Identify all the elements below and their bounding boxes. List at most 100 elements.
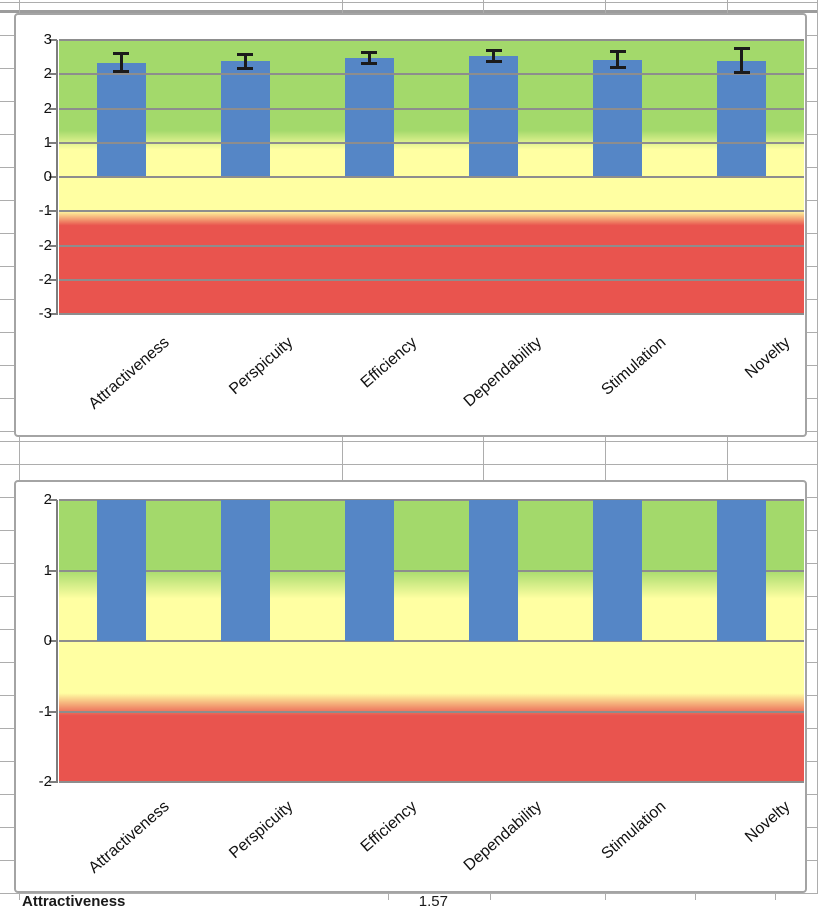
gridline [59,39,804,41]
error-bar-attractiveness [120,54,123,72]
sheet-gridline-column [342,0,343,893]
sheet-gridline-column [727,0,728,893]
category-label-perspicuity: Perspicuity [225,334,297,399]
bar-attractiveness[interactable] [97,63,146,177]
error-bar-cap [734,71,750,74]
sheet-gridline-column [388,893,389,900]
gridline [59,313,804,315]
category-label-attractiveness: Attractiveness [85,798,173,877]
y-axis-label: -2 [38,271,52,288]
axis-tick [49,313,57,315]
y-axis-label: 2 [43,65,52,82]
error-bar-cap [486,49,502,52]
error-bar-cap [237,53,253,56]
error-bar-cap [113,52,129,55]
bar-attractiveness[interactable] [97,500,146,641]
ueq-benchmark-chart[interactable]: Attractiveness Perspicuity Efficiency Depen… [14,480,807,893]
category-label-stimulation: Stimulation [598,798,670,863]
sheet-gridline-column [19,893,20,900]
error-bar-dependability [492,51,495,61]
table-cell-label: Attractiveness [22,893,126,910]
gridline [59,711,804,713]
axis-tick [49,640,57,642]
y-axis-label: 2 [43,491,52,508]
y-axis-label: -1 [38,202,52,219]
error-bar-stimulation [616,52,619,68]
category-label-novelty: Novelty [741,798,794,846]
error-bar-cap [610,50,626,53]
axis-tick [49,73,57,75]
bar-efficiency[interactable] [345,58,394,177]
sheet-gridline-column [605,893,606,900]
sheet-gridline-column [695,893,696,900]
gridline [59,570,804,572]
category-label-efficiency: Efficiency [357,334,421,392]
axis-tick [49,108,57,110]
bar-stimulation[interactable] [593,60,642,177]
gridline [59,781,804,783]
bar-dependability[interactable] [469,56,518,177]
error-bar-cap [734,47,750,50]
y-axis-label: -2 [38,237,52,254]
sheet-gridline-row-thick [0,10,818,13]
table-cell-value: 1.57 [418,893,448,910]
error-bar-efficiency [368,53,371,64]
axis-tick [49,210,57,212]
gridline [59,73,804,75]
axis-tick [49,176,57,178]
gridline [59,142,804,144]
gridline [59,279,804,281]
bar-perspicuity[interactable] [221,500,270,641]
sheet-gridline-row [0,2,818,3]
error-bar-cap [237,67,253,70]
gridline [59,176,804,178]
gridline [59,210,804,212]
axis-tick [49,570,57,572]
y-axis-label: 1 [43,562,52,579]
ueq-scale-means-chart[interactable]: Attractiveness Perspicuity Efficiency Depen… [14,13,807,437]
category-label-attractiveness: Attractiveness [85,334,173,413]
sheet-gridline-column [605,0,606,893]
bar-perspicuity[interactable] [221,61,270,177]
error-bar-cap [610,66,626,69]
category-label-novelty: Novelty [741,334,794,382]
gridline [59,108,804,110]
sheet-gridline-row [0,441,818,442]
axis-tick [49,245,57,247]
sheet-gridline-column [490,893,491,900]
y-axis-label: -1 [38,703,52,720]
category-label-efficiency: Efficiency [357,798,421,856]
axis-tick [49,142,57,144]
bar-dependability[interactable] [469,500,518,641]
error-bar-cap [486,60,502,63]
axis-tick [49,39,57,41]
sheet-gridline-column [775,893,776,900]
axis-tick [49,279,57,281]
y-axis-label: 0 [43,168,52,185]
y-axis-label: 1 [43,134,52,151]
category-label-stimulation: Stimulation [598,334,670,399]
y-axis-label: -3 [38,305,52,322]
bar-stimulation[interactable] [593,500,642,641]
error-bar-cap [361,51,377,54]
bar-novelty[interactable] [717,500,766,641]
category-label-dependability: Dependability [460,798,546,875]
error-bar-cap [113,70,129,73]
y-axis-label: -2 [38,773,52,790]
sheet-gridline-column [19,0,20,893]
axis-tick [49,781,57,783]
axis-tick [49,711,57,713]
y-axis-label: 3 [43,31,52,48]
y-axis-label: 0 [43,632,52,649]
y-axis-line [56,40,58,315]
error-bar-novelty [740,48,743,73]
category-label-dependability: Dependability [460,334,546,411]
y-axis-label: 2 [43,100,52,117]
bar-efficiency[interactable] [345,500,394,641]
partial-table-row: Attractiveness 1.57 [0,893,818,910]
bar-novelty[interactable] [717,61,766,177]
axis-tick [49,499,57,501]
gridline [59,499,804,501]
gridline [59,640,804,642]
sheet-gridline-column [483,0,484,893]
